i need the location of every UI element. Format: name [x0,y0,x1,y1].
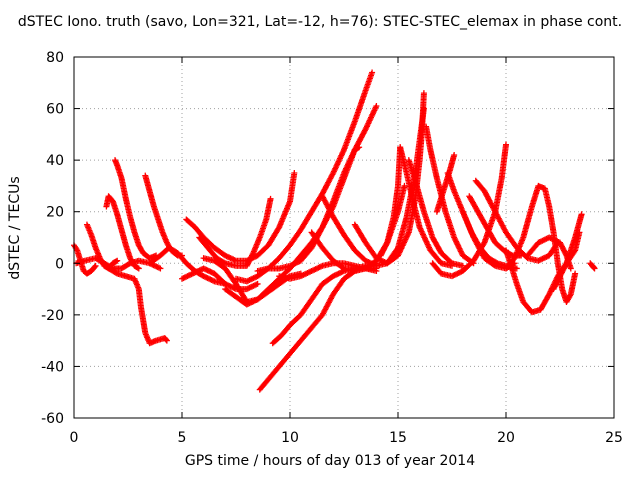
data-point [491,262,497,269]
data-series [377,144,404,259]
data-point [369,69,376,76]
data-point [267,195,274,202]
data-point [503,141,509,148]
data-series [587,260,598,272]
data-point [163,336,170,343]
data-point [572,270,579,277]
data-series [183,170,298,264]
data-point [291,170,298,177]
x-tick-label: 25 [605,430,623,446]
data-series [503,182,579,305]
x-tick-label: 0 [70,430,79,446]
data-point [114,257,121,264]
y-tick-label: 80 [46,50,64,66]
data-point [254,280,261,287]
data-point [567,265,574,272]
data-series [112,157,160,262]
data-point [420,90,427,97]
data-point [373,102,380,109]
data-series [73,255,164,272]
data-point [513,265,520,272]
data-series [423,123,477,267]
x-tick-label: 20 [497,430,515,446]
y-tick-label: -40 [41,359,64,375]
data-series [105,265,170,347]
y-tick-label: 0 [55,256,64,272]
plot-border [73,56,615,419]
data-point [567,292,574,299]
data-point [451,151,458,158]
data-point [339,264,346,271]
data-point [401,182,408,189]
data-point [135,265,142,272]
data-series [254,102,380,275]
data-series [196,195,274,269]
data-series [103,193,142,272]
data-point [589,262,596,269]
data-series [405,157,466,269]
data-series [142,172,185,259]
data-series [524,234,574,272]
y-tick-label: -60 [41,411,64,427]
data-series [71,242,99,277]
y-tick-label: 40 [46,153,64,169]
x-tick-label: 5 [178,430,187,446]
data-point [480,240,487,247]
data-point [157,265,164,272]
chart-title: dSTEC Iono. truth (savo, Lon=321, Lat=-1… [17,14,623,30]
data-point [92,262,99,269]
data-point [459,262,466,269]
data-point [163,337,170,344]
y-tick-label: 20 [46,205,64,221]
data-point [590,263,597,270]
x-tick-label: 10 [281,430,299,446]
y-tick-label: -20 [41,308,64,324]
data-point [112,269,119,276]
data-point [91,263,98,270]
data-series [233,69,376,285]
data-point [220,259,227,266]
data-point [578,211,585,218]
data-series [179,265,261,293]
data-series [550,211,585,293]
y-tick-label: 60 [46,102,64,118]
x-axis-label: GPS time / hours of day 013 of year 2014 [184,453,476,469]
x-tick-label: 15 [389,430,407,446]
